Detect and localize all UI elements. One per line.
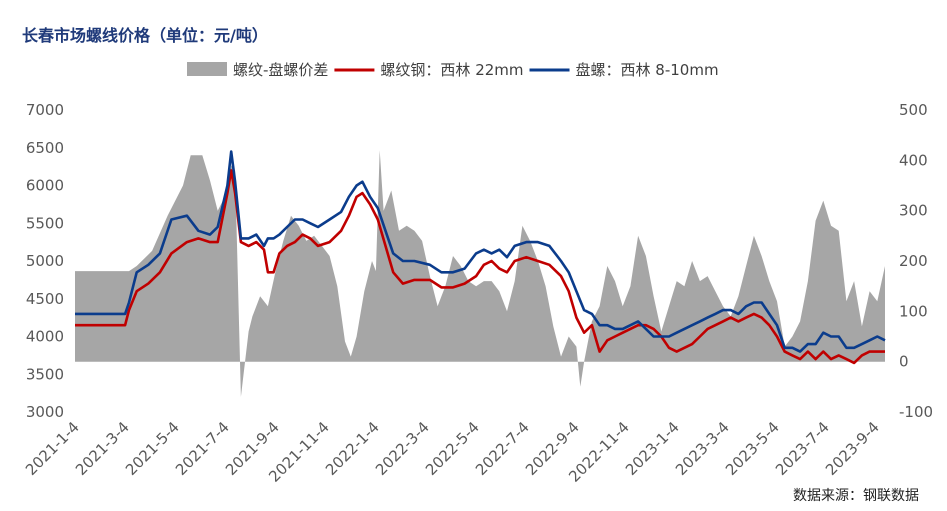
x-tick-label: 2023-9-4 bbox=[822, 418, 883, 479]
left-tick-label: 5000 bbox=[26, 252, 64, 270]
x-tick-label: 2023-1-4 bbox=[622, 418, 683, 479]
x-tick-label: 2022-5-4 bbox=[422, 418, 483, 479]
x-tick-label: 2022-1-4 bbox=[322, 418, 383, 479]
chart-title: 长春市场螺线价格（单位：元/吨） bbox=[22, 26, 268, 45]
right-tick-label: 200 bbox=[899, 252, 928, 270]
legend-label: 螺纹钢：西林 22mm bbox=[380, 61, 523, 79]
legend-swatch-area bbox=[187, 62, 227, 76]
x-tick-label: 2023-7-4 bbox=[772, 418, 833, 479]
series-line-1 bbox=[75, 169, 885, 365]
x-tick-label: 2021-3-4 bbox=[72, 418, 133, 479]
right-tick-label: 400 bbox=[899, 151, 928, 169]
right-tick-label: 0 bbox=[899, 353, 909, 371]
left-tick-label: 3500 bbox=[26, 365, 64, 383]
left-y-axis: 3000 3500 4000 4500 5000 5500 6000 6500 7000 bbox=[26, 101, 64, 421]
x-tick-label: 2022-3-4 bbox=[372, 418, 433, 479]
x-tick-label: 2021-7-4 bbox=[172, 418, 233, 479]
series-line-2 bbox=[75, 150, 886, 353]
price-lines-layer bbox=[75, 150, 886, 365]
chart-legend: 螺纹-盘螺价差 螺纹钢：西林 22mm 盘螺：西林 8-10mm bbox=[187, 61, 719, 79]
x-tick-label: 2023-3-4 bbox=[672, 418, 733, 479]
x-tick-label: 2021-5-4 bbox=[122, 418, 183, 479]
x-tick-label: 2021-1-4 bbox=[22, 418, 83, 479]
left-tick-label: 6500 bbox=[26, 139, 64, 157]
x-tick-label: 2023-5-4 bbox=[722, 418, 783, 479]
left-tick-label: 5500 bbox=[26, 214, 64, 232]
right-tick-label: -100 bbox=[899, 403, 933, 421]
x-axis: 2021-1-42021-3-42021-5-42021-7-42021-9-4… bbox=[22, 418, 883, 486]
left-tick-label: 4000 bbox=[26, 328, 64, 346]
left-tick-label: 3000 bbox=[26, 403, 64, 421]
right-tick-label: 500 bbox=[899, 101, 928, 119]
right-tick-label: 100 bbox=[899, 302, 928, 320]
spread-area-layer bbox=[75, 150, 885, 397]
left-tick-label: 4500 bbox=[26, 290, 64, 308]
legend-label: 螺纹-盘螺价差 bbox=[233, 61, 328, 79]
x-tick-label: 2022-7-4 bbox=[472, 418, 533, 479]
left-tick-label: 6000 bbox=[26, 177, 64, 195]
right-tick-label: 300 bbox=[899, 202, 928, 220]
legend-label: 盘螺：西林 8-10mm bbox=[576, 61, 719, 79]
data-source: 数据来源：钢联数据 bbox=[793, 488, 919, 504]
left-tick-label: 7000 bbox=[26, 101, 64, 119]
right-y-axis: -100 0 100 200 300 400 500 bbox=[899, 101, 933, 421]
series-area-spread bbox=[75, 150, 885, 397]
